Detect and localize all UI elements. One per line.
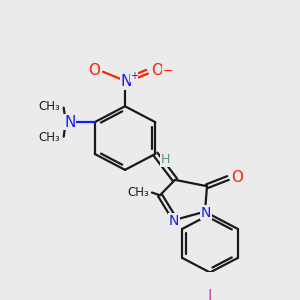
Text: N: N bbox=[64, 115, 75, 130]
Text: N: N bbox=[169, 214, 179, 228]
Text: CH₃: CH₃ bbox=[39, 100, 61, 113]
Text: +: + bbox=[130, 71, 138, 81]
Text: CH₃: CH₃ bbox=[39, 131, 61, 144]
Text: I: I bbox=[208, 289, 212, 300]
Text: H: H bbox=[160, 153, 170, 166]
Text: O: O bbox=[88, 63, 100, 78]
Text: −: − bbox=[163, 65, 173, 78]
Text: O: O bbox=[151, 63, 163, 78]
Text: CH₃: CH₃ bbox=[127, 186, 149, 199]
Text: O: O bbox=[231, 169, 243, 184]
Text: N: N bbox=[120, 74, 132, 89]
Text: N: N bbox=[201, 206, 211, 220]
